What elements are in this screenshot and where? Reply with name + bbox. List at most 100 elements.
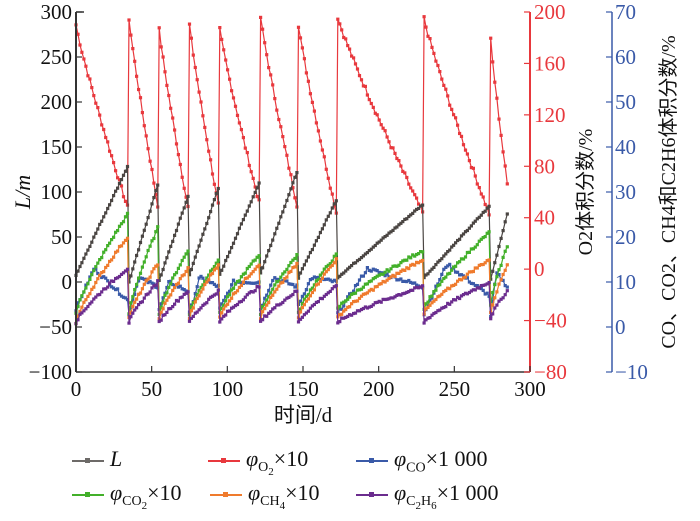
data-point xyxy=(393,226,397,230)
data-point xyxy=(201,283,205,287)
data-point xyxy=(173,286,177,290)
data-point xyxy=(379,123,383,127)
data-point xyxy=(226,68,230,72)
data-point xyxy=(106,279,110,283)
data-point xyxy=(117,292,122,296)
data-point xyxy=(489,317,493,321)
data-point xyxy=(487,280,491,285)
data-point xyxy=(452,283,456,287)
data-point xyxy=(385,272,389,276)
data-point xyxy=(403,268,407,272)
data-point xyxy=(106,263,110,267)
data-point xyxy=(245,281,249,285)
data-point xyxy=(369,247,373,251)
data-point xyxy=(395,225,399,229)
data-point xyxy=(247,274,251,278)
data-point xyxy=(243,280,247,285)
data-point xyxy=(330,287,334,291)
data-point xyxy=(159,310,163,314)
data-point xyxy=(361,292,365,296)
data-point xyxy=(469,281,473,285)
data-point xyxy=(409,213,413,217)
data-point xyxy=(233,291,238,295)
data-point xyxy=(146,147,150,151)
data-point xyxy=(503,164,507,168)
data-point xyxy=(452,298,456,302)
data-point xyxy=(247,291,251,295)
data-point xyxy=(287,193,291,197)
data-point xyxy=(243,213,247,217)
data-point xyxy=(415,207,419,211)
data-point xyxy=(395,293,399,297)
data-point xyxy=(199,285,203,289)
data-point xyxy=(320,227,324,231)
data-point xyxy=(84,307,88,311)
data-point xyxy=(493,283,497,287)
data-point xyxy=(131,304,135,308)
data-point xyxy=(304,288,308,292)
data-point xyxy=(448,248,452,252)
data-point xyxy=(224,258,228,263)
data-point xyxy=(469,247,473,251)
data-point xyxy=(465,152,469,156)
x-tick-label: 0 xyxy=(71,377,82,401)
data-point xyxy=(184,269,188,274)
data-point xyxy=(344,308,348,312)
data-point xyxy=(121,271,126,275)
data-point xyxy=(491,312,495,316)
data-point xyxy=(125,298,130,302)
data-point xyxy=(363,252,367,256)
data-point xyxy=(239,222,243,226)
data-point xyxy=(336,276,340,280)
data-point xyxy=(381,272,385,276)
data-point xyxy=(255,265,259,269)
data-point xyxy=(247,264,251,269)
data-point xyxy=(363,282,367,286)
data-point xyxy=(503,249,507,253)
data-point xyxy=(174,228,179,233)
data-point xyxy=(131,311,135,315)
data-point xyxy=(459,257,464,261)
data-point xyxy=(129,310,133,314)
data-point xyxy=(389,275,393,279)
data-point xyxy=(448,302,452,306)
data-point xyxy=(231,278,236,282)
data-point xyxy=(473,245,477,249)
data-point xyxy=(424,273,428,277)
data-point xyxy=(444,87,448,91)
data-point xyxy=(285,275,289,279)
data-point xyxy=(385,233,389,237)
data-point xyxy=(330,263,334,268)
data-point xyxy=(100,123,104,127)
data-point xyxy=(224,58,228,62)
data-point xyxy=(285,198,289,203)
data-point xyxy=(210,172,215,176)
data-point xyxy=(328,265,332,269)
data-point xyxy=(352,311,356,316)
data-point xyxy=(123,169,128,173)
data-point xyxy=(430,267,434,271)
data-point xyxy=(481,288,485,292)
data-point xyxy=(133,300,137,304)
data-point xyxy=(265,293,269,297)
data-point xyxy=(197,276,201,280)
data-point xyxy=(135,306,139,310)
data-point xyxy=(203,302,207,306)
data-point xyxy=(495,303,499,307)
data-point xyxy=(138,271,143,275)
data-point xyxy=(245,276,249,280)
data-point xyxy=(137,303,141,307)
series-φCH4×10 xyxy=(74,236,509,326)
data-point xyxy=(275,108,279,112)
data-point xyxy=(137,248,141,252)
data-point xyxy=(106,206,110,211)
data-point xyxy=(350,292,354,296)
data-point xyxy=(417,284,421,288)
data-point xyxy=(247,204,251,208)
data-point xyxy=(86,248,90,252)
data-point xyxy=(430,45,434,49)
data-point xyxy=(316,282,320,286)
data-point xyxy=(389,230,393,234)
data-point xyxy=(96,293,100,297)
data-point xyxy=(261,310,265,314)
